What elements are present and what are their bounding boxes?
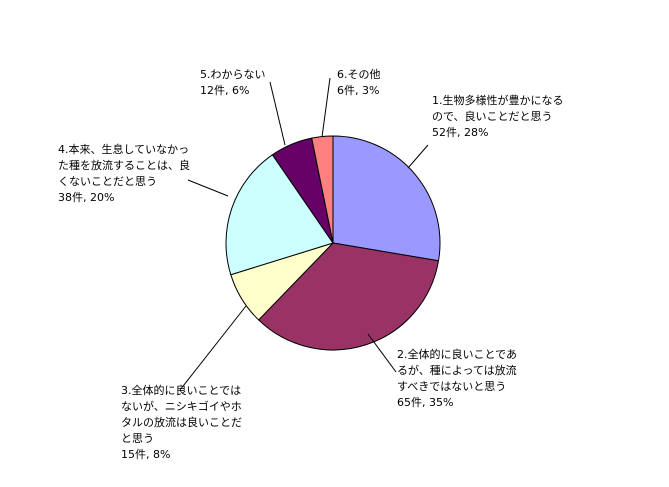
slice-label: 1.生物多様性が豊かになるので、良いことだと思う 52件, 28% — [432, 93, 568, 141]
value-label: 6件, 3% — [337, 84, 380, 97]
slice-label: 4.本来、生息していなかった種を放流することは、良くないことだと思う 38件, 2… — [58, 142, 194, 206]
value-label: 38件, 20% — [58, 191, 115, 204]
value-label: 15件, 8% — [121, 448, 171, 461]
leader-line — [407, 144, 429, 169]
leader-line — [269, 81, 286, 146]
slice-label: 5.わからない 12件, 6% — [200, 67, 300, 99]
category-label: 1.生物多様性が豊かになるので、良いことだと思う — [432, 94, 564, 123]
category-label: 6.その他 — [337, 68, 381, 81]
value-label: 65件, 35% — [397, 396, 454, 409]
leader-line — [321, 77, 331, 138]
pie-slice — [332, 135, 441, 262]
category-label: 2.全体的に良いことであるが、種によっては放流すべきではないと思う — [397, 348, 518, 393]
leader-line — [179, 305, 247, 391]
slice-label: 2.全体的に良いことであるが、種によっては放流すべきではないと思う 65件, 35… — [397, 347, 523, 411]
slice-label: 3.全体的に良いことではないが、ニシキゴイやホタルの放流は良いことだと思う 15件… — [121, 383, 249, 463]
value-label: 52件, 28% — [432, 126, 489, 139]
pie-slice — [225, 154, 334, 276]
category-label: 4.本来、生息していなかった種を放流することは、良くないことだと思う — [58, 143, 190, 188]
leader-line — [367, 333, 397, 373]
category-label: 3.全体的に良いことではないが、ニシキゴイやホタルの放流は良いことだと思う — [121, 384, 242, 445]
value-label: 12件, 6% — [200, 84, 250, 97]
leader-line — [187, 179, 229, 197]
slice-label: 6.その他 6件, 3% — [337, 67, 417, 99]
pie-slice — [257, 242, 440, 351]
category-label: 5.わからない — [200, 68, 266, 81]
